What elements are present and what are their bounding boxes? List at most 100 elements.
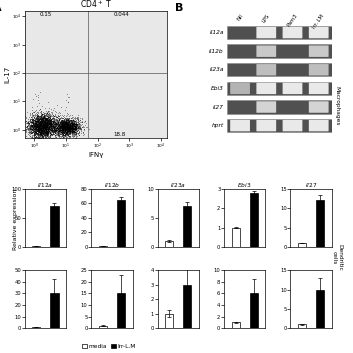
Point [29,125,35,130]
Point [30,126,35,132]
Point [35,129,40,134]
Point [36,124,42,130]
Point [35,126,40,132]
Point [42,121,48,127]
Point [51,118,56,124]
Point [43,126,49,131]
Point [55,129,61,134]
Point [41,124,47,130]
Point [40,124,46,130]
Point [38,128,44,134]
Point [40,134,46,140]
Point [32,132,38,138]
Point [71,127,76,132]
Point [71,129,77,134]
Point [40,116,45,121]
Point [73,124,79,129]
Point [56,120,62,126]
Point [72,126,78,132]
Point [60,122,65,127]
Point [30,119,36,125]
Point [68,120,74,126]
Point [42,121,47,126]
Point [24,120,30,125]
Point [65,127,70,133]
Point [73,122,78,128]
Point [54,122,60,128]
Point [46,116,52,122]
Point [40,117,46,123]
Point [46,118,51,124]
Point [44,116,49,122]
Point [67,128,73,134]
Point [69,121,75,127]
Point [63,123,69,129]
Point [62,125,68,131]
Point [43,120,48,126]
Point [35,115,41,121]
Point [44,133,50,139]
Point [57,125,63,131]
Point [59,131,65,136]
Point [39,118,45,124]
Point [46,121,52,126]
Point [42,128,48,134]
Point [79,124,85,130]
Point [61,128,67,133]
Point [52,119,58,125]
Point [55,130,61,136]
Point [71,119,76,124]
Point [37,127,43,133]
Point [62,118,68,124]
Point [63,141,69,146]
Point [59,123,65,128]
Point [46,116,52,121]
Point [42,124,48,129]
Point [81,124,86,130]
Point [32,126,37,132]
Point [69,126,74,131]
Point [69,131,74,137]
Point [64,117,70,123]
Point [41,120,47,126]
Point [44,122,49,127]
Point [65,126,70,132]
Point [46,126,52,132]
Point [58,126,64,131]
Point [67,125,73,131]
Point [73,132,79,138]
Point [46,123,52,129]
Point [54,132,60,138]
Point [61,116,66,122]
Point [42,127,48,132]
Point [62,126,67,132]
Point [37,119,43,125]
Point [66,127,71,133]
Point [47,115,52,121]
Point [61,124,67,130]
Point [44,119,50,125]
Point [52,127,58,133]
Point [62,130,68,135]
Point [26,119,32,124]
Point [61,121,67,127]
Point [60,117,66,123]
Point [41,120,46,125]
Point [40,118,45,124]
Point [69,123,74,128]
Point [38,123,44,128]
Point [35,125,41,131]
Point [51,126,57,132]
Point [40,128,45,134]
Point [40,116,45,122]
Point [62,113,67,118]
Point [69,124,74,130]
Point [36,122,42,128]
Point [39,127,44,132]
Point [71,126,77,132]
Point [53,137,59,142]
Point [57,128,63,134]
Point [59,118,65,124]
Point [64,125,70,130]
Point [50,132,55,137]
